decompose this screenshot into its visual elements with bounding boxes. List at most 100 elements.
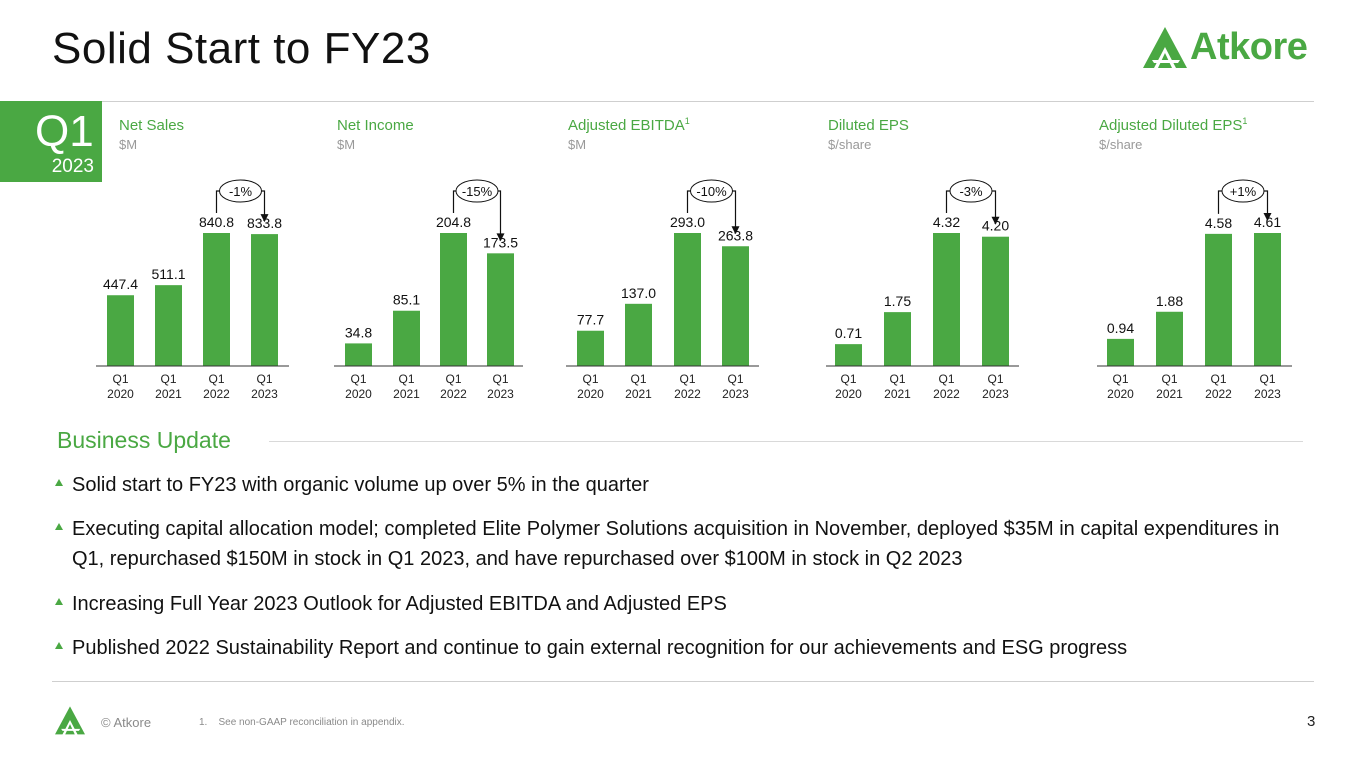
footer-logo-icon [52,705,88,740]
data-label: 34.8 [345,324,372,340]
x-tick-label: 2020 [107,387,134,401]
slide-title: Solid Start to FY23 [52,24,431,73]
data-label: 173.5 [483,234,518,250]
change-annotation: -3% [945,179,1000,225]
x-tick-label: 2022 [440,387,467,401]
bar [203,233,230,366]
bar [1107,338,1134,366]
bar [674,233,701,366]
metric-unit: $/share [1099,137,1143,152]
data-label: 77.7 [577,312,604,328]
bullet-item: Solid start to FY23 with organic volume … [55,470,1312,500]
x-tick-label: Q1 [208,372,224,386]
data-label: 4.32 [933,214,960,230]
period-badge-year: 2023 [51,156,94,177]
bullet-triangle-icon [55,598,63,605]
x-tick-label: 2020 [835,387,862,401]
atkore-logo: Atkore [1142,24,1308,70]
bar [487,253,514,366]
x-tick-label: Q1 [840,372,856,386]
bar [107,295,134,366]
metric-title: Diluted EPS [828,117,909,134]
x-tick-label: Q1 [350,372,366,386]
metric-header-net-sales: Net Sales $M [119,116,184,152]
atkore-logo-mark-icon [1143,27,1187,68]
x-tick-label: Q1 [938,372,954,386]
x-tick-label: Q1 [727,372,743,386]
bar [577,330,604,366]
footnote: 1. See non-GAAP reconciliation in append… [199,717,405,728]
x-tick-label: 2021 [393,387,420,401]
change-label: -3% [959,184,983,199]
change-bubble [455,179,499,203]
x-tick-label: 2023 [1254,387,1281,401]
x-tick-label: 2023 [487,387,514,401]
bar [625,303,652,366]
x-tick-label: 2023 [722,387,749,401]
metric-title: Adjusted Diluted EPS1 [1099,116,1248,134]
bar [1205,233,1232,366]
bar [155,285,182,366]
x-tick-label: Q1 [1161,372,1177,386]
x-tick-label: 2022 [1205,387,1232,401]
business-update-title: Business Update [57,427,231,453]
x-tick-label: 2021 [884,387,911,401]
data-label: 511.1 [152,266,186,282]
x-tick-label: Q1 [889,372,905,386]
data-label: 833.8 [247,215,282,231]
data-label: 1.75 [884,293,911,309]
metric-unit: $M [568,137,587,152]
x-tick-label: 2021 [625,387,652,401]
metric-title: Net Income [337,117,414,134]
x-tick-label: 2022 [674,387,701,401]
change-arrow-icon [731,226,740,235]
x-tick-label: 2023 [982,387,1009,401]
x-tick-label: 2022 [203,387,230,401]
x-tick-label: Q1 [445,372,461,386]
change-bubble [690,179,733,203]
footer-divider [52,681,1314,682]
bar [1156,311,1183,366]
change-annotation: +1% [1217,179,1272,221]
change-annotation: -10% [686,179,740,235]
data-label: 293.0 [670,214,705,230]
business-update-divider [269,441,1303,442]
x-tick-label: Q1 [1112,372,1128,386]
period-badge: Q1 2023 [0,101,102,182]
bar [345,343,372,366]
data-label: 85.1 [393,292,420,308]
x-tick-label: Q1 [679,372,695,386]
x-tick-label: Q1 [398,372,414,386]
change-bubble [219,179,262,203]
bar [933,233,960,366]
period-badge-quarter: Q1 [35,107,94,156]
bar-charts: 447.4Q12020511.1Q12021840.8Q12022833.8Q1… [96,179,1292,401]
title-divider [52,101,1314,102]
data-label: 263.8 [718,227,753,243]
bar [835,344,862,366]
logo-wordmark: Atkore [1190,25,1308,68]
copyright: © Atkore [101,715,152,730]
bar [251,234,278,366]
bar [982,236,1009,366]
data-label: 447.4 [103,276,138,292]
bullet-triangle-icon [55,479,63,486]
data-label: 840.8 [199,214,234,230]
x-tick-label: 2020 [345,387,372,401]
bar [722,246,749,366]
metric-header-adjusted-diluted-eps: Adjusted Diluted EPS1 $/share [1099,116,1247,152]
x-tick-label: Q1 [987,372,1003,386]
x-tick-label: 2020 [1107,387,1134,401]
x-tick-label: Q1 [160,372,176,386]
data-label: 1.88 [1156,293,1183,309]
change-arrow-icon [260,214,269,223]
bullet-item: Increasing Full Year 2023 Outlook for Ad… [55,589,1312,619]
x-tick-label: Q1 [1259,372,1275,386]
change-arrow-icon [496,233,505,242]
change-arrow-icon [1263,213,1272,221]
data-label: 4.61 [1254,214,1281,230]
change-arrow-icon [991,216,1000,225]
bullet-item: Executing capital allocation model; comp… [55,514,1312,574]
change-annotation: -1% [215,179,269,223]
data-label: 204.8 [436,214,471,230]
